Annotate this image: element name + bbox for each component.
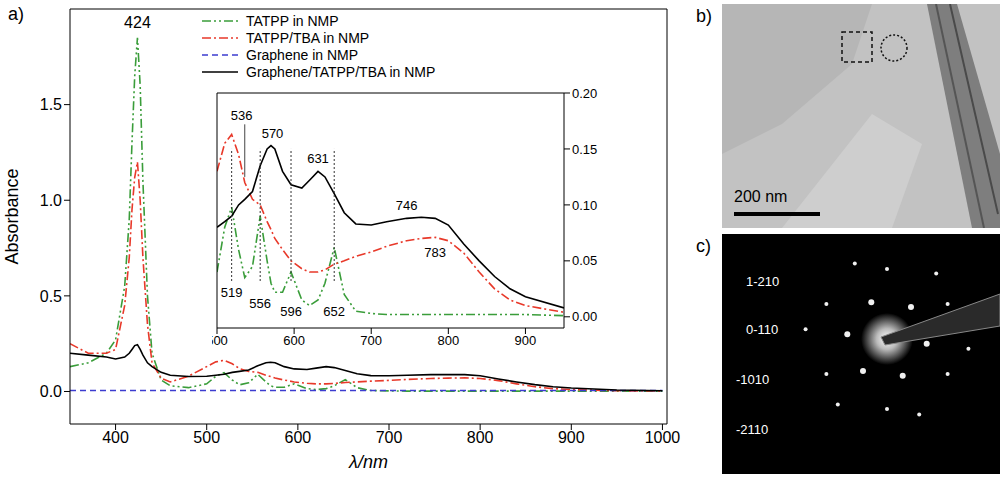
html-text:Graphene in NMP: Graphene in NMP [246,46,359,63]
svg-text:700: 700 [360,333,382,348]
svg-text:0.00: 0.00 [572,309,597,324]
svg-text:746: 746 [396,198,418,213]
svg-text:500: 500 [193,429,220,446]
svg-text:536: 536 [231,108,253,123]
svg-text:783: 783 [424,245,446,260]
svg-text:-2110: -2110 [736,422,768,437]
svg-text:0.05: 0.05 [572,253,597,268]
svg-text:-1010: -1010 [736,372,769,387]
svg-text:400: 400 [102,429,129,446]
svg-text:600: 600 [285,429,312,446]
svg-text:596: 596 [280,304,302,319]
svg-text:0.15: 0.15 [572,142,597,157]
html-text:TATPP/TBA in NMP: TATPP/TBA in NMP [246,29,370,46]
svg-text:0.10: 0.10 [572,198,597,213]
svg-text:800: 800 [467,429,494,446]
svg-text:652: 652 [323,304,345,319]
svg-text:556: 556 [249,296,271,311]
svg-text:0-110: 0-110 [746,322,778,337]
svg-text:900: 900 [558,429,585,446]
svg-text:600: 600 [283,333,305,348]
svg-text:a): a) [8,4,24,24]
svg-text:200 nm: 200 nm [734,188,787,205]
svg-text:424: 424 [124,14,151,31]
html-text:Graphene/TATPP/TBA in NMP: Graphene/TATPP/TBA in NMP [246,63,436,80]
svg-text:0.0: 0.0 [40,383,62,400]
svg-text:1.0: 1.0 [40,192,62,209]
svg-text:519: 519 [221,285,243,300]
svg-text:500: 500 [212,333,228,348]
svg-text:1.5: 1.5 [40,96,62,113]
svg-text:0.20: 0.20 [572,86,597,101]
svg-text:800: 800 [437,333,459,348]
html-text:c): c) [696,236,711,256]
svg-text:0.5: 0.5 [40,288,62,305]
html-text:TATPP in NMP: TATPP in NMP [246,12,339,29]
svg-text:631: 631 [307,151,329,166]
svg-text:570: 570 [262,126,284,141]
svg-text:λ/nm: λ/nm [348,452,388,472]
html-text:b): b) [696,6,712,26]
svg-text:900: 900 [515,333,537,348]
svg-text:Absorbance: Absorbance [2,168,22,264]
svg-text:700: 700 [376,429,403,446]
svg-text:1-210: 1-210 [746,274,779,289]
svg-text:1000: 1000 [645,429,681,446]
